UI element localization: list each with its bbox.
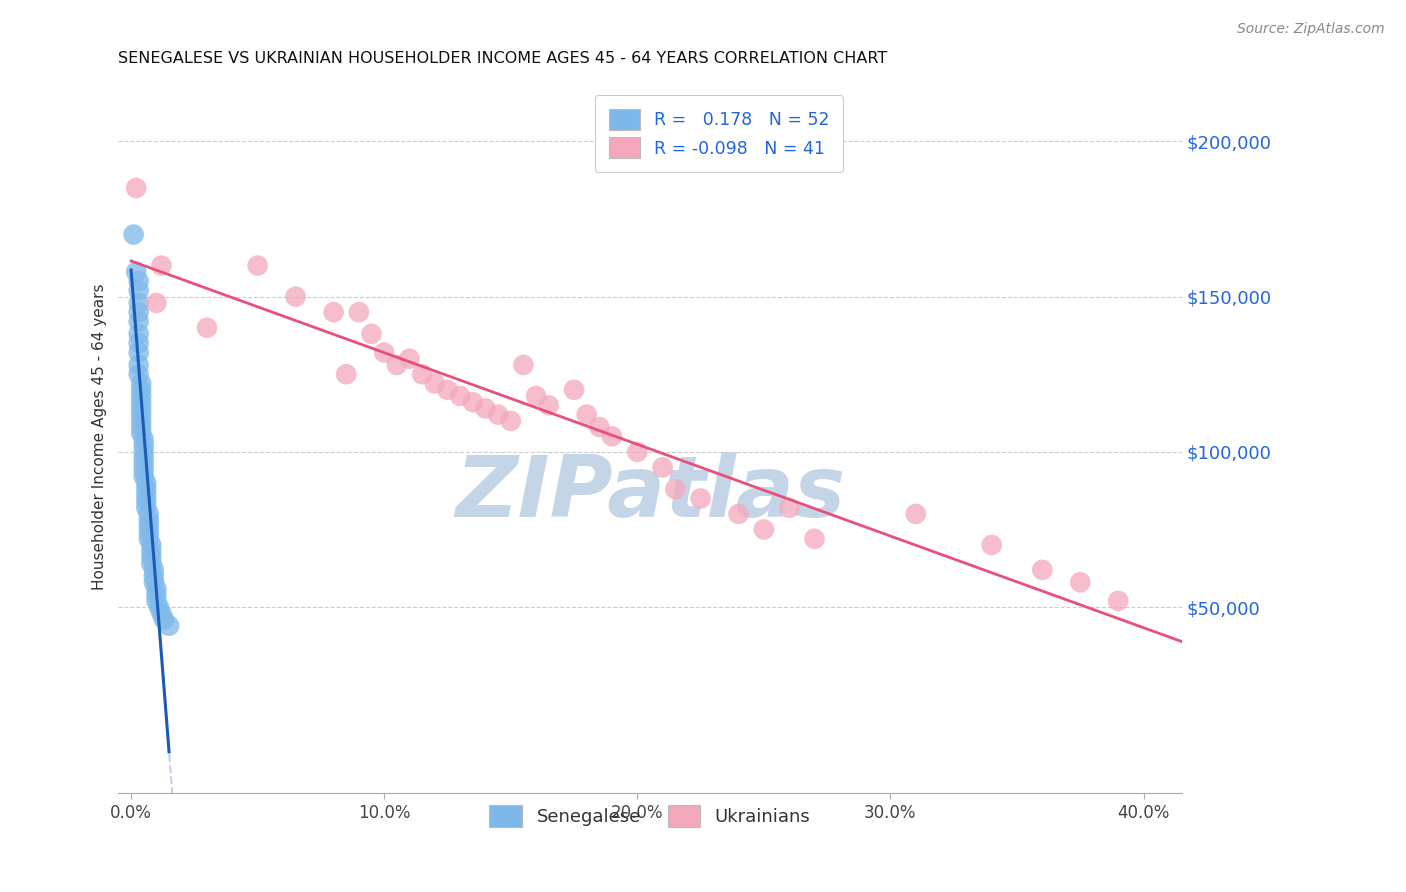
Ukrainians <box>600 429 623 443</box>
Senegalese <box>138 519 160 533</box>
Senegalese <box>132 439 155 453</box>
Senegalese <box>129 376 152 391</box>
Senegalese <box>129 426 152 441</box>
Ukrainians <box>1031 563 1053 577</box>
Senegalese <box>128 336 150 351</box>
Text: SENEGALESE VS UKRAINIAN HOUSEHOLDER INCOME AGES 45 - 64 YEARS CORRELATION CHART: SENEGALESE VS UKRAINIAN HOUSEHOLDER INCO… <box>118 51 887 66</box>
Ukrainians <box>562 383 585 397</box>
Senegalese <box>142 563 165 577</box>
Senegalese <box>145 594 167 608</box>
Senegalese <box>141 557 163 571</box>
Ukrainians <box>385 358 408 372</box>
Ukrainians <box>449 389 471 403</box>
Senegalese <box>141 544 163 558</box>
Ukrainians <box>689 491 711 506</box>
Ukrainians <box>150 259 173 273</box>
Senegalese <box>135 494 157 508</box>
Senegalese <box>135 482 157 496</box>
Senegalese <box>138 525 160 540</box>
Senegalese <box>129 395 152 409</box>
Senegalese <box>129 420 152 434</box>
Senegalese <box>145 582 167 596</box>
Senegalese <box>153 613 176 627</box>
Senegalese <box>141 538 163 552</box>
Senegalese <box>148 600 170 615</box>
Senegalese <box>129 414 152 428</box>
Ukrainians <box>411 368 433 382</box>
Senegalese <box>132 469 155 483</box>
Senegalese <box>141 550 163 565</box>
Senegalese <box>132 451 155 466</box>
Senegalese <box>128 314 150 328</box>
Ukrainians <box>474 401 496 416</box>
Ukrainians <box>626 445 648 459</box>
Ukrainians <box>125 181 148 195</box>
Senegalese <box>145 588 167 602</box>
Senegalese <box>128 368 150 382</box>
Text: Source: ZipAtlas.com: Source: ZipAtlas.com <box>1237 22 1385 37</box>
Ukrainians <box>322 305 344 319</box>
Ukrainians <box>537 398 560 412</box>
Senegalese <box>122 227 145 242</box>
Ukrainians <box>246 259 269 273</box>
Senegalese <box>132 463 155 477</box>
Ukrainians <box>499 414 522 428</box>
Senegalese <box>135 500 157 515</box>
Ukrainians <box>1069 575 1091 590</box>
Ukrainians <box>145 296 167 310</box>
Senegalese <box>129 408 152 422</box>
Senegalese <box>128 358 150 372</box>
Ukrainians <box>335 368 357 382</box>
Ukrainians <box>373 345 395 359</box>
Ukrainians <box>1107 594 1129 608</box>
Ukrainians <box>904 507 927 521</box>
Senegalese <box>128 345 150 359</box>
Ukrainians <box>347 305 370 319</box>
Senegalese <box>135 488 157 502</box>
Senegalese <box>129 401 152 416</box>
Senegalese <box>128 296 150 310</box>
Ukrainians <box>360 326 382 341</box>
Senegalese <box>125 265 148 279</box>
Senegalese <box>129 389 152 403</box>
Ukrainians <box>651 460 673 475</box>
Ukrainians <box>195 320 218 334</box>
Senegalese <box>132 445 155 459</box>
Senegalese <box>157 618 180 632</box>
Ukrainians <box>980 538 1002 552</box>
Senegalese <box>135 475 157 490</box>
Senegalese <box>128 305 150 319</box>
Senegalese <box>128 274 150 288</box>
Text: ZIPatlas: ZIPatlas <box>456 452 845 535</box>
Senegalese <box>138 513 160 527</box>
Senegalese <box>138 507 160 521</box>
Senegalese <box>138 532 160 546</box>
Ukrainians <box>803 532 825 546</box>
Ukrainians <box>423 376 446 391</box>
Ukrainians <box>524 389 547 403</box>
Ukrainians <box>398 351 420 366</box>
Senegalese <box>129 383 152 397</box>
Senegalese <box>132 458 155 472</box>
Y-axis label: Householder Income Ages 45 - 64 years: Householder Income Ages 45 - 64 years <box>93 283 107 590</box>
Senegalese <box>150 607 173 621</box>
Senegalese <box>142 575 165 590</box>
Legend: Senegalese, Ukrainians: Senegalese, Ukrainians <box>482 797 818 834</box>
Ukrainians <box>436 383 458 397</box>
Ukrainians <box>284 290 307 304</box>
Ukrainians <box>588 420 610 434</box>
Senegalese <box>128 326 150 341</box>
Ukrainians <box>575 408 598 422</box>
Senegalese <box>142 569 165 583</box>
Ukrainians <box>752 523 775 537</box>
Ukrainians <box>486 408 509 422</box>
Senegalese <box>132 433 155 447</box>
Ukrainians <box>727 507 749 521</box>
Ukrainians <box>512 358 534 372</box>
Ukrainians <box>778 500 800 515</box>
Ukrainians <box>461 395 484 409</box>
Ukrainians <box>664 482 686 496</box>
Senegalese <box>128 284 150 298</box>
